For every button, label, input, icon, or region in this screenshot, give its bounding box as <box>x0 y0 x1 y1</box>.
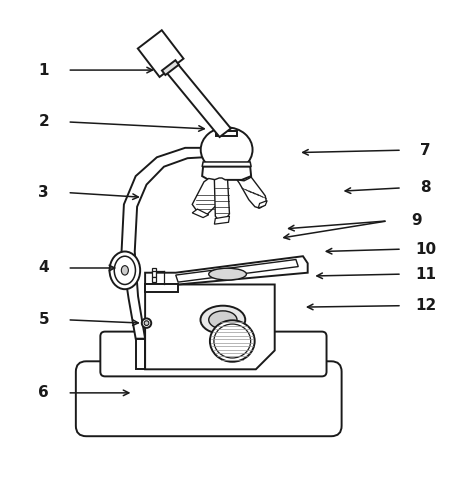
Polygon shape <box>158 54 231 137</box>
Polygon shape <box>192 179 216 216</box>
Text: 7: 7 <box>420 143 431 157</box>
Polygon shape <box>216 131 237 136</box>
Text: 8: 8 <box>420 181 431 195</box>
Ellipse shape <box>142 318 151 328</box>
FancyBboxPatch shape <box>100 331 327 376</box>
Text: 6: 6 <box>38 385 49 400</box>
Ellipse shape <box>209 311 237 329</box>
Text: 1: 1 <box>38 62 49 77</box>
Bar <box>152 278 156 282</box>
Polygon shape <box>202 166 251 180</box>
Ellipse shape <box>210 320 255 362</box>
Text: 5: 5 <box>38 312 49 327</box>
Polygon shape <box>258 201 267 208</box>
Polygon shape <box>136 339 145 369</box>
Polygon shape <box>162 60 179 75</box>
Ellipse shape <box>109 252 140 289</box>
Bar <box>152 269 156 277</box>
Ellipse shape <box>201 306 245 334</box>
Ellipse shape <box>114 256 136 285</box>
Ellipse shape <box>121 266 128 275</box>
Polygon shape <box>214 178 229 221</box>
Polygon shape <box>138 30 183 77</box>
Text: 10: 10 <box>415 241 436 257</box>
Ellipse shape <box>201 127 253 172</box>
Text: 4: 4 <box>38 261 49 276</box>
Polygon shape <box>214 216 229 224</box>
Text: 2: 2 <box>38 114 49 129</box>
Text: 9: 9 <box>411 213 421 228</box>
FancyBboxPatch shape <box>76 361 342 436</box>
Ellipse shape <box>214 324 251 358</box>
Text: 11: 11 <box>415 267 436 282</box>
Polygon shape <box>237 177 266 208</box>
Ellipse shape <box>209 268 246 280</box>
Ellipse shape <box>144 321 149 325</box>
Text: 3: 3 <box>38 185 49 200</box>
Polygon shape <box>145 285 178 292</box>
Polygon shape <box>192 209 209 218</box>
Polygon shape <box>121 148 204 339</box>
Polygon shape <box>145 256 308 285</box>
Polygon shape <box>176 260 298 282</box>
Polygon shape <box>145 285 275 369</box>
Polygon shape <box>202 162 251 166</box>
Text: 12: 12 <box>415 298 436 313</box>
